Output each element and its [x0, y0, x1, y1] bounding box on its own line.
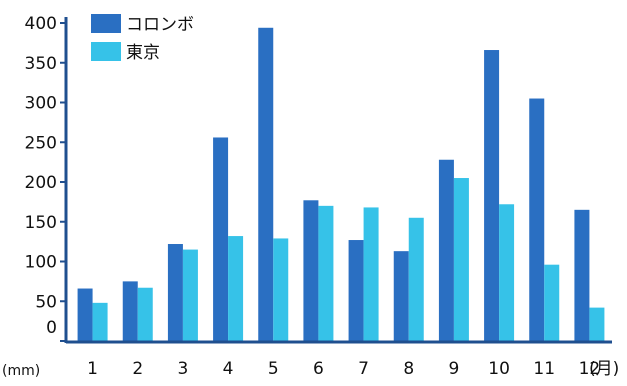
x-tick-label: 3 — [178, 359, 189, 379]
y-tick-label: 300 — [25, 94, 57, 114]
x-tick-label: 7 — [358, 359, 369, 379]
y-axis-unit-label: (mm) — [2, 363, 40, 379]
bar-tokyo-month-10 — [499, 204, 515, 341]
bar-colombo-month-10 — [484, 50, 500, 341]
y-tick-label: 350 — [25, 54, 57, 74]
bar-colombo-month-3 — [167, 244, 183, 341]
bar-tokyo-month-6 — [318, 205, 334, 341]
bar-tokyo-month-1 — [92, 302, 108, 341]
x-tick-label: 4 — [223, 359, 234, 379]
y-tick-label: 50 — [35, 292, 57, 312]
legend-swatch-tokyo — [91, 42, 121, 61]
x-axis-ticks: 1 2 3 4 5 6 7 8 9 10 11 12 — [87, 359, 600, 379]
bar-tokyo-month-2 — [137, 287, 153, 341]
x-tick-label: 6 — [313, 359, 324, 379]
x-axis-unit-label: (月) — [589, 359, 619, 379]
x-tick-label: 9 — [449, 359, 460, 379]
y-tick-label: 100 — [25, 253, 57, 273]
x-tick-label: 5 — [268, 359, 279, 379]
bar-colombo-month-4 — [213, 137, 229, 341]
y-tick-label: 0 — [46, 318, 57, 338]
bar-tokyo-month-4 — [228, 236, 244, 341]
bar-colombo-month-9 — [438, 159, 454, 341]
bar-colombo-month-6 — [303, 200, 319, 341]
x-tick-label: 8 — [403, 359, 414, 379]
legend-label-colombo: コロンボ — [126, 15, 194, 35]
bar-tokyo-month-9 — [453, 178, 469, 341]
y-axis-ticks: 0 50 100 150 200 250 300 350 400 — [25, 14, 66, 342]
bar-colombo-month-1 — [77, 288, 93, 341]
x-tick-label: 10 — [488, 359, 510, 379]
x-tick-label: 2 — [132, 359, 143, 379]
bar-colombo-month-2 — [122, 281, 138, 341]
legend-swatch-colombo — [91, 14, 121, 33]
bar-tokyo-month-11 — [544, 264, 560, 341]
y-tick-label: 200 — [25, 173, 57, 193]
bar-colombo-month-11 — [529, 98, 545, 342]
x-tick-label: 11 — [533, 359, 555, 379]
bar-tokyo-month-3 — [182, 249, 198, 341]
bar-colombo-month-7 — [348, 240, 364, 341]
x-tick-label: 1 — [87, 359, 98, 379]
y-tick-label: 150 — [25, 213, 57, 233]
bar-tokyo-month-8 — [408, 217, 424, 341]
y-tick-label: 250 — [25, 133, 57, 153]
bar-tokyo-month-12 — [589, 307, 605, 341]
bar-tokyo-month-7 — [363, 207, 379, 341]
x-tick-label: 12 — [579, 359, 601, 379]
bar-colombo-month-5 — [258, 27, 274, 342]
legend-label-tokyo: 東京 — [126, 43, 160, 63]
legend: コロンボ 東京 — [91, 14, 194, 63]
bar-colombo-month-12 — [574, 209, 590, 341]
bar-colombo-month-8 — [393, 251, 409, 341]
bar-tokyo-month-5 — [273, 238, 289, 341]
bars-group — [77, 27, 605, 342]
y-tick-label: 400 — [25, 14, 57, 34]
